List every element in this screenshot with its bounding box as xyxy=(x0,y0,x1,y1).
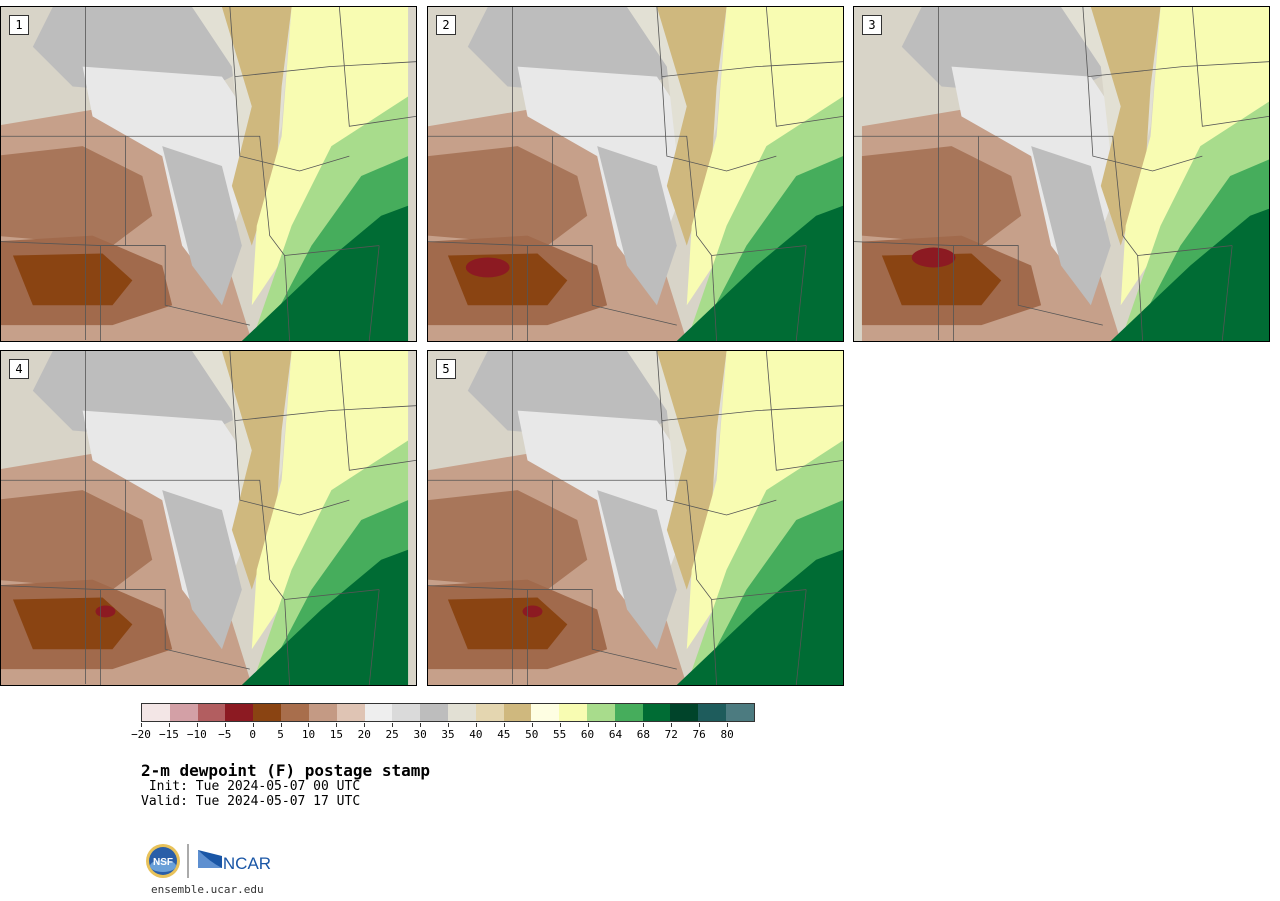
panel-label: 2 xyxy=(436,15,456,35)
colorbar-bin xyxy=(642,704,671,721)
panel-label: 3 xyxy=(862,15,882,35)
dewpoint-field xyxy=(1,351,416,685)
colorbar-bin xyxy=(253,704,282,721)
colorbar-tick-mark xyxy=(224,723,226,727)
colorbar-tick-mark xyxy=(280,723,282,727)
colorbar-bin xyxy=(169,704,198,721)
colorbar-tick-label: 5 xyxy=(277,728,284,741)
panel-label: 5 xyxy=(436,359,456,379)
colorbar-tick-mark xyxy=(699,723,701,727)
colorbar-tick-label: 25 xyxy=(385,728,399,741)
colorbar-tick-mark xyxy=(392,723,394,727)
colorbar-bin xyxy=(225,704,254,721)
colorbar-tick-label: 15 xyxy=(329,728,343,741)
panel-label: 1 xyxy=(9,15,29,35)
colorbar-tick-mark xyxy=(643,723,645,727)
valid-time: Valid: Tue 2024-05-07 17 UTC xyxy=(141,794,361,809)
colorbar-ticks: −20 −15 −10 −5 0 5 10 15 20 25 30 35 40 45 50 55 60 64 68 7… xyxy=(131,723,755,743)
colorbar-tick-mark xyxy=(141,723,142,727)
colorbar-tick-label: 45 xyxy=(497,728,511,741)
colorbar-tick-label: 80 xyxy=(720,728,734,741)
colorbar-tick-label: −5 xyxy=(218,728,232,741)
map-panel-2: 2 xyxy=(427,6,844,342)
colorbar-tick-label: 72 xyxy=(664,728,678,741)
colorbar-tick-mark xyxy=(448,723,449,727)
colorbar-bin xyxy=(142,704,170,721)
map-panel-5: 5 xyxy=(427,350,844,686)
colorbar-tick-mark xyxy=(196,723,198,727)
colorbar-tick-mark xyxy=(475,723,477,727)
panel-label: 4 xyxy=(9,359,29,379)
colorbar xyxy=(141,703,755,722)
dewpoint-field xyxy=(1,7,416,341)
colorbar-tick-label: 76 xyxy=(692,728,706,741)
colorbar-tick-label: 64 xyxy=(608,728,623,741)
figure-title: 2-m dewpoint (F) postage stamp xyxy=(141,761,430,780)
colorbar-tick-mark xyxy=(420,723,422,727)
colorbar-bin xyxy=(447,704,476,721)
colorbar-bin xyxy=(392,704,421,721)
nsf-logo-text: NSF xyxy=(153,857,173,868)
colorbar-tick-label: 68 xyxy=(636,728,650,741)
dewpoint-field xyxy=(428,7,843,341)
colorbar-tick-mark xyxy=(587,723,589,727)
colorbar-tick-label: 0 xyxy=(249,728,256,741)
colorbar-tick-label: 20 xyxy=(357,728,371,741)
nsf-ncar-logo: NSF NCAR xyxy=(146,844,271,878)
colorbar-tick-label: 55 xyxy=(553,728,567,741)
colorbar-tick-mark xyxy=(308,723,310,727)
colorbar-tick-label: 40 xyxy=(469,728,483,741)
colorbar-bin xyxy=(503,704,532,721)
colorbar-tick-mark xyxy=(503,723,505,727)
colorbar-tick-mark xyxy=(252,723,254,727)
colorbar-tick-mark xyxy=(531,723,533,727)
colorbar-tick-label: 30 xyxy=(413,728,427,741)
colorbar-bin xyxy=(197,704,226,721)
colorbar-tick-mark xyxy=(727,723,729,727)
colorbar-tick-label: −20 xyxy=(131,728,151,741)
colorbar-bin xyxy=(420,704,448,721)
colorbar-bin xyxy=(531,704,560,721)
colorbar-bin xyxy=(475,704,504,721)
colorbar-bin xyxy=(364,704,393,721)
colorbar-bin xyxy=(587,704,615,721)
ncar-logo-text: NCAR xyxy=(223,854,271,873)
dewpoint-field xyxy=(854,7,1269,341)
colorbar-tick-label: 50 xyxy=(525,728,539,741)
map-panel-4: 4 xyxy=(0,350,417,686)
colorbar-tick-mark xyxy=(364,723,366,727)
colorbar-tick-label: 35 xyxy=(441,728,455,741)
colorbar-tick-label: −15 xyxy=(158,728,179,741)
colorbar-tick-label: −10 xyxy=(186,728,207,741)
map-panel-1: 1 xyxy=(0,6,417,342)
colorbar-bin xyxy=(336,704,365,721)
dewpoint-field xyxy=(428,351,843,685)
website-url: ensemble.ucar.edu xyxy=(151,883,264,896)
init-time: Init: Tue 2024-05-07 00 UTC xyxy=(141,779,361,794)
map-panel-3: 3 xyxy=(853,6,1270,342)
colorbar-tick-label: 10 xyxy=(301,728,316,741)
colorbar-bin xyxy=(614,704,643,721)
colorbar-bin xyxy=(726,704,754,721)
colorbar-tick-label: 60 xyxy=(580,728,595,741)
colorbar-tick-mark xyxy=(671,723,673,727)
colorbar-bin xyxy=(698,704,727,721)
colorbar-bin xyxy=(281,704,309,721)
colorbar-tick-mark xyxy=(559,723,561,727)
colorbar-tick-mark xyxy=(615,723,617,727)
colorbar-bin xyxy=(559,704,587,721)
colorbar-bin xyxy=(670,704,699,721)
colorbar-tick-mark xyxy=(168,723,170,727)
colorbar-bin xyxy=(308,704,337,721)
colorbar-tick-mark xyxy=(336,723,338,727)
